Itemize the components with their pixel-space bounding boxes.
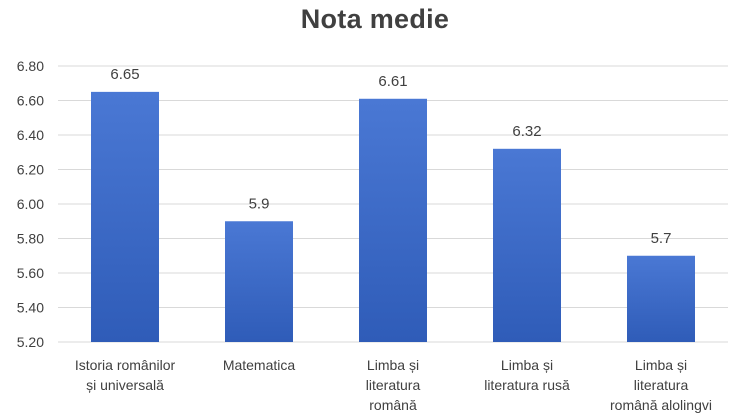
category-label: Limba și <box>367 357 419 373</box>
data-label: 5.7 <box>651 230 672 247</box>
bar <box>359 98 427 343</box>
y-tick-label: 5.80 <box>17 231 44 247</box>
category-label: română <box>369 397 417 413</box>
category-label: Limba și <box>635 357 687 373</box>
y-axis-ticks: 5.20 5.40 5.60 5.80 6.00 6.20 6.40 6.60 6.80 <box>17 58 44 350</box>
category-label: Limba și <box>501 357 553 373</box>
y-tick-label: 6.40 <box>17 127 44 143</box>
data-label: 6.32 <box>512 123 541 140</box>
data-label: 5.9 <box>249 195 270 212</box>
y-tick-label: 5.20 <box>17 334 44 350</box>
category-label: română alolingvi <box>610 397 712 413</box>
category-label: literatura rusă <box>484 377 570 393</box>
chart-title: Nota medie <box>300 4 450 34</box>
bars <box>91 91 695 343</box>
category-label: Istoria românilor <box>75 357 176 373</box>
data-labels: 6.65 5.9 6.61 6.32 5.7 <box>110 66 671 247</box>
y-tick-label: 6.80 <box>17 58 44 74</box>
bar <box>225 221 293 342</box>
y-tick-label: 5.40 <box>17 300 44 316</box>
y-tick-label: 6.20 <box>17 162 44 178</box>
data-label: 6.65 <box>110 66 139 83</box>
category-label: literatura <box>366 377 421 393</box>
y-tick-label: 6.60 <box>17 93 44 109</box>
y-tick-label: 6.00 <box>17 196 44 212</box>
bar <box>493 148 561 342</box>
category-label: și universală <box>86 377 164 393</box>
category-label: Matematica <box>223 357 296 373</box>
x-axis-categories: Istoria românilor și universală Matematica… <box>75 357 712 413</box>
y-tick-label: 5.60 <box>17 265 44 281</box>
category-label: literatura <box>634 377 689 393</box>
bar <box>91 91 159 342</box>
data-label: 6.61 <box>378 73 407 90</box>
bar <box>627 255 695 342</box>
